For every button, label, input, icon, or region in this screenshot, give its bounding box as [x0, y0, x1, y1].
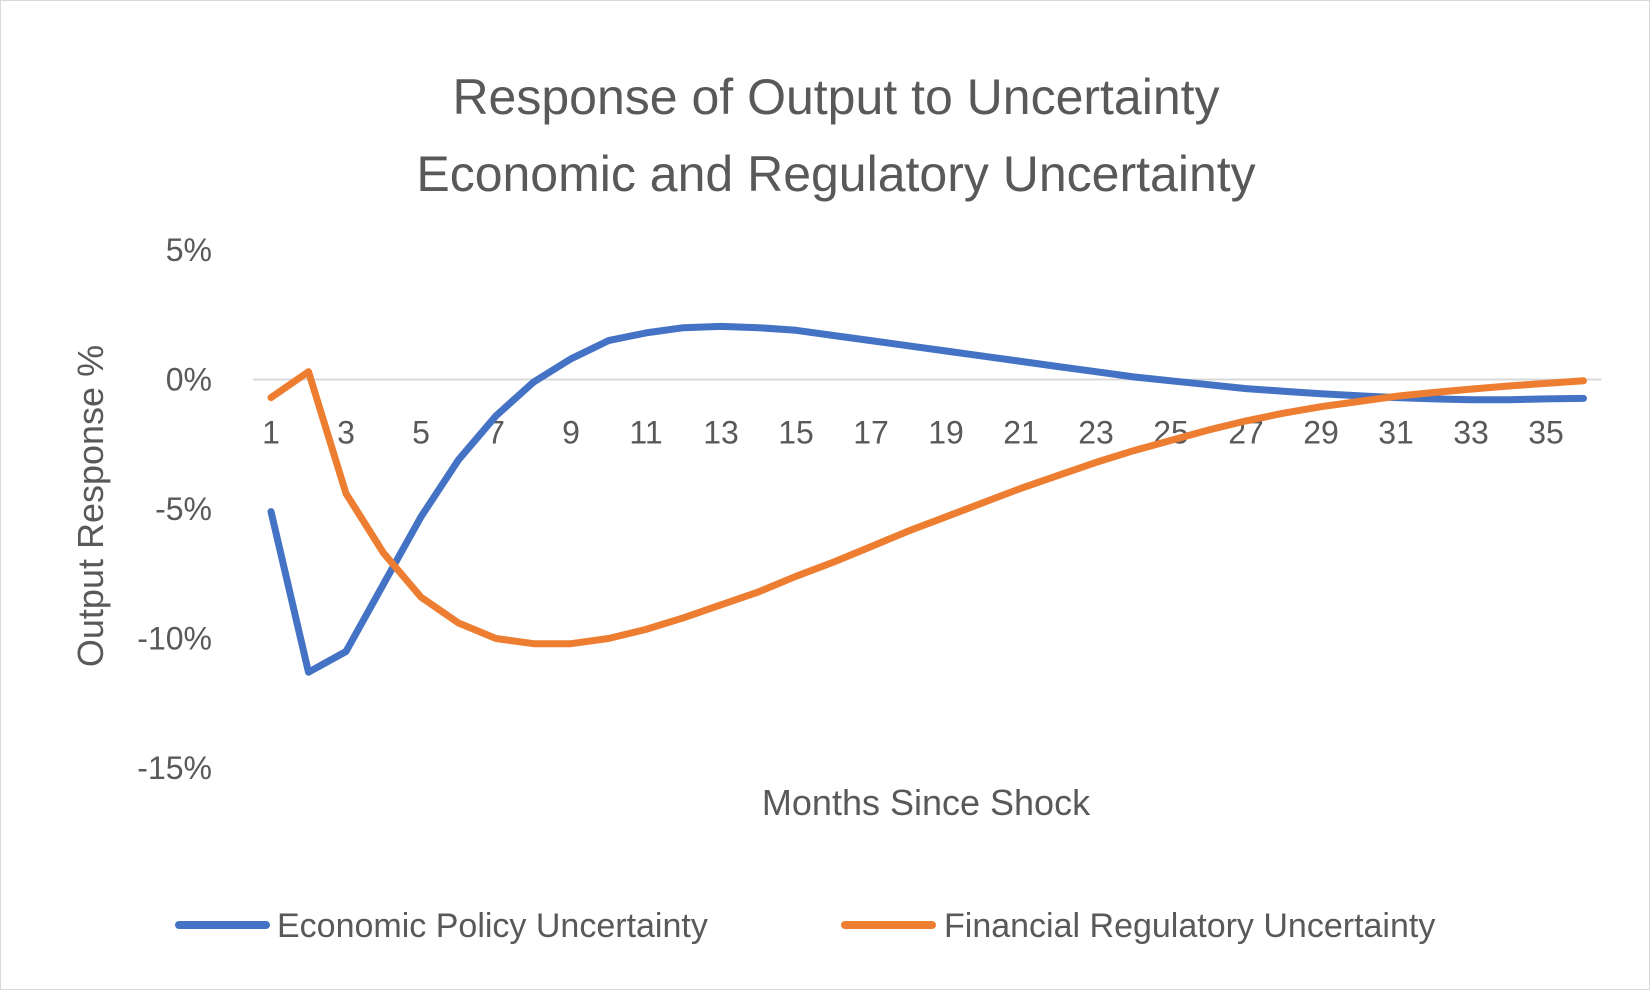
y-tick-label: 0%	[166, 362, 212, 398]
x-tick-label: 3	[337, 415, 355, 451]
x-tick-label: 9	[562, 415, 580, 451]
x-tick-label: 23	[1078, 415, 1114, 451]
chart-title: Response of Output to Uncertainty	[452, 69, 1219, 125]
x-tick-label: 17	[853, 415, 889, 451]
x-tick-label: 19	[928, 415, 964, 451]
x-tick-label: 31	[1378, 415, 1414, 451]
chart-subtitle: Economic and Regulatory Uncertainty	[416, 146, 1255, 202]
y-axis-tick-labels: 5% 0% -5% -10% -15%	[137, 232, 212, 786]
x-tick-label: 29	[1303, 415, 1339, 451]
x-tick-label: 15	[778, 415, 814, 451]
x-tick-label: 5	[412, 415, 430, 451]
series-lines	[267, 322, 1587, 676]
series-line-economic-policy	[267, 322, 1587, 676]
series-line-financial-regulatory	[267, 368, 1587, 648]
x-axis-title: Months Since Shock	[762, 782, 1091, 823]
y-tick-label: -5%	[155, 491, 212, 527]
legend-label-economic-policy: Economic Policy Uncertainty	[277, 907, 708, 945]
x-axis-tick-labels: 1 3 5 7 9 11 13 15 17 19 21 23 25 27 29 31 33 35	[262, 415, 1564, 451]
y-axis-title: Output Response %	[70, 345, 111, 667]
legend: Economic Policy Uncertainty Financial Re…	[175, 907, 1435, 945]
x-tick-label: 35	[1528, 415, 1564, 451]
y-tick-label: -15%	[137, 750, 212, 786]
y-tick-label: -10%	[137, 621, 212, 657]
x-tick-label: 1	[262, 415, 280, 451]
y-tick-label: 5%	[166, 232, 212, 268]
x-tick-label: 11	[629, 415, 662, 451]
legend-label-financial-regulatory: Financial Regulatory Uncertainty	[944, 907, 1435, 945]
x-tick-label: 21	[1003, 415, 1039, 451]
x-tick-label: 33	[1453, 415, 1489, 451]
x-tick-label: 13	[703, 415, 739, 451]
